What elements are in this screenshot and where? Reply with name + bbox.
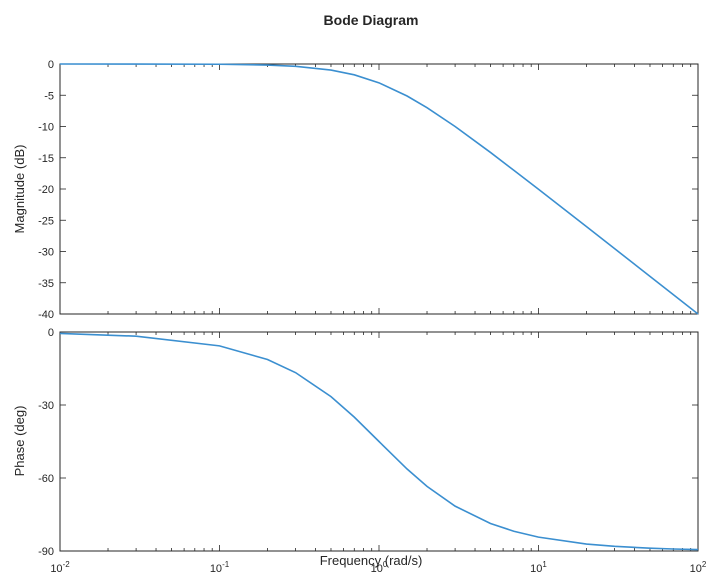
y-tick-label: -40 bbox=[38, 309, 54, 321]
y-tick-label: -30 bbox=[38, 400, 54, 412]
y-tick-label: 0 bbox=[48, 327, 54, 339]
y-tick-label: -15 bbox=[38, 153, 54, 165]
y-tick-label: -90 bbox=[38, 546, 54, 558]
x-tick-label-exponent: 2 bbox=[702, 560, 707, 569]
magnitude-axes bbox=[59, 63, 699, 315]
phase-curve bbox=[59, 332, 699, 551]
y-tick-label: -25 bbox=[38, 215, 54, 227]
magnitude-y-tick-labels: 0 -5 -10 -15 -20 -25 -30 -35 -40 bbox=[38, 59, 54, 321]
x-tick-label-exponent: -2 bbox=[63, 560, 71, 569]
y-tick-label: -20 bbox=[38, 184, 54, 196]
x-tick-label-base: 10 bbox=[371, 563, 383, 574]
x-tick-label-exponent: -1 bbox=[222, 560, 230, 569]
x-tick-label: 10-2 bbox=[50, 560, 70, 574]
x-tick-label-base: 10 bbox=[210, 563, 222, 574]
y-tick-label: -10 bbox=[38, 122, 54, 134]
x-tick-label-base: 10 bbox=[690, 563, 702, 574]
phase-y-label: Phase (deg) bbox=[12, 406, 27, 477]
x-tick-label: 100 bbox=[371, 560, 388, 574]
y-tick-label: -30 bbox=[38, 247, 54, 259]
x-tick-label: 102 bbox=[690, 560, 707, 574]
x-tick-label-base: 10 bbox=[50, 563, 62, 574]
x-tick-label: 101 bbox=[530, 560, 547, 574]
phase-tick-marks bbox=[59, 331, 698, 552]
x-axis-label: Frequency (rad/s) bbox=[320, 553, 423, 568]
chart-title: Bode Diagram bbox=[324, 12, 419, 28]
x-tick-labels: 10-2 10-1 100 101 102 bbox=[50, 560, 707, 574]
phase-y-tick-labels: 0 -30 -60 -90 bbox=[38, 327, 54, 558]
y-tick-label: 0 bbox=[48, 59, 54, 71]
magnitude-curve bbox=[59, 63, 699, 315]
y-tick-label: -5 bbox=[44, 90, 54, 102]
x-tick-label-exponent: 0 bbox=[383, 560, 388, 569]
x-tick-label-base: 10 bbox=[530, 563, 542, 574]
magnitude-y-label: Magnitude (dB) bbox=[12, 145, 27, 234]
y-tick-label: -60 bbox=[38, 473, 54, 485]
x-tick-label-exponent: 1 bbox=[542, 560, 547, 569]
y-tick-label: -35 bbox=[38, 278, 54, 290]
x-tick-label: 10-1 bbox=[210, 560, 230, 574]
